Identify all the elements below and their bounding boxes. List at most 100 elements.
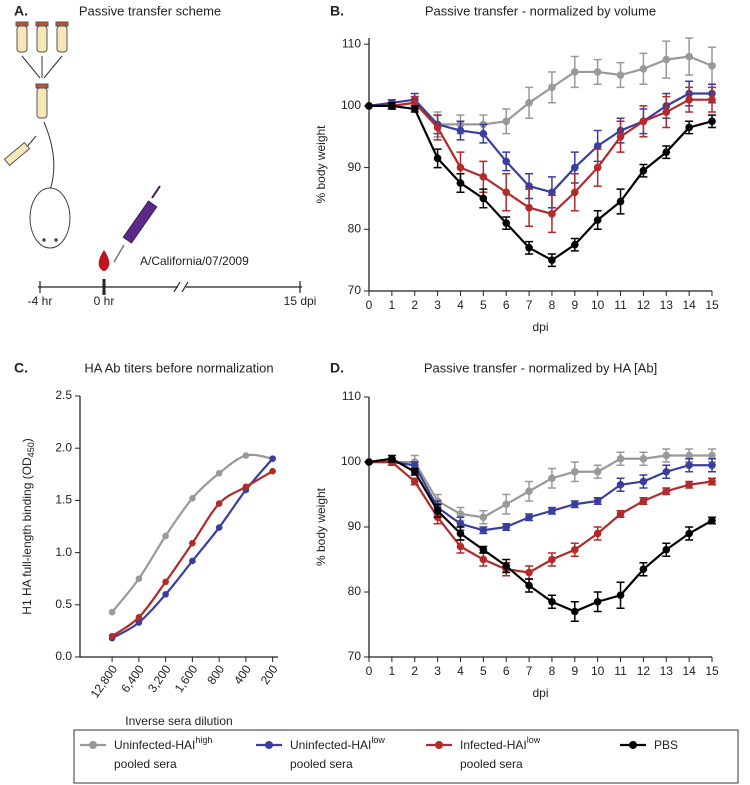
- x-tick-label: 13: [660, 664, 674, 678]
- data-point: [502, 117, 511, 126]
- y-tick-label: 100: [341, 454, 361, 468]
- x-tick-label: 800: [204, 662, 227, 687]
- data-point: [525, 203, 533, 212]
- x-tick-label: 3: [434, 664, 441, 678]
- x-tick-label: 2: [411, 664, 418, 678]
- legend-sup: low: [371, 735, 385, 745]
- x-tick-label: 4: [457, 298, 464, 312]
- data-point: [215, 500, 223, 507]
- x-tick-label: 10: [591, 664, 605, 678]
- data-point: [616, 510, 625, 518]
- series-line: [369, 98, 712, 216]
- data-point: [456, 179, 465, 187]
- y-tick-label: 0.5: [55, 597, 72, 611]
- data-point: [189, 495, 196, 502]
- y-tick-label: 70: [348, 283, 362, 297]
- legend-label: Uninfected-HAIlow: [290, 735, 385, 752]
- data-point: [548, 83, 556, 92]
- legend-label-line2: pooled sera: [460, 757, 523, 771]
- data-point: [548, 555, 556, 564]
- x-tick-label: 5: [480, 664, 487, 678]
- data-point: [108, 608, 116, 616]
- data-point: [433, 123, 442, 132]
- x-tick-label: 11: [614, 664, 627, 678]
- x-tick-label: 11: [614, 298, 627, 312]
- data-point: [215, 524, 223, 531]
- series-line: [369, 104, 713, 262]
- x-axis-label: Inverse sera dilution: [125, 714, 232, 728]
- y-tick-label: 80: [348, 221, 362, 235]
- data-point: [242, 452, 250, 459]
- data-point: [571, 545, 579, 554]
- chart-title: HA Ab titers before normalization: [84, 360, 273, 375]
- panel-label: B.: [330, 3, 344, 19]
- data-point: [548, 256, 556, 264]
- data-point: [571, 467, 579, 476]
- data-point: [433, 154, 442, 163]
- x-tick-label: 2: [411, 298, 418, 312]
- data-point: [571, 607, 579, 616]
- data-point: [479, 129, 488, 138]
- y-tick-label: 90: [348, 160, 362, 174]
- data-point: [135, 619, 143, 626]
- x-tick-label: 6: [503, 664, 510, 678]
- data-point: [662, 148, 671, 156]
- x-tick-label: 6,400: [118, 662, 147, 695]
- x-axis-label: dpi: [532, 686, 548, 700]
- y-axis-label-part: % body weight: [314, 487, 328, 566]
- data-point: [479, 545, 488, 554]
- x-tick-label: 12: [637, 298, 651, 312]
- data-point: [269, 455, 276, 462]
- data-point: [662, 487, 671, 496]
- legend-label-line2: pooled sera: [290, 757, 353, 771]
- y-tick-label: 1.0: [55, 545, 72, 559]
- data-point: [456, 163, 465, 172]
- legend-sup: high: [195, 735, 212, 745]
- tubes: [15, 21, 69, 119]
- data-point: [708, 477, 716, 486]
- data-point: [410, 477, 419, 486]
- y-tick-label: 70: [348, 649, 362, 663]
- chart: C. HA Ab titers before normalization 0.0 0.…: [14, 360, 281, 728]
- data-point: [639, 497, 648, 505]
- panel-label: C.: [14, 360, 28, 376]
- virus-label: A/California/07/2009: [140, 254, 249, 268]
- data-point: [548, 506, 556, 515]
- data-point: [548, 188, 556, 197]
- data-point: [479, 194, 488, 203]
- x-tick-label: 0: [366, 664, 373, 678]
- data-point: [433, 506, 442, 515]
- data-point: [456, 519, 465, 528]
- x-tick-label: 13: [660, 298, 674, 312]
- data-point: [108, 632, 116, 640]
- data-point: [662, 55, 671, 64]
- data-point: [662, 545, 671, 554]
- x-tick-label: 10: [591, 298, 605, 312]
- data-point: [525, 182, 533, 190]
- data-point: [708, 516, 716, 525]
- panel-label: D.: [330, 360, 344, 376]
- data-point: [571, 68, 579, 76]
- x-tick-label: 8: [549, 664, 556, 678]
- x-tick-label: 400: [231, 662, 254, 687]
- x-tick-label: 8: [549, 298, 556, 312]
- data-point: [365, 458, 373, 466]
- scheme: A. Passive transfer scheme A/California/…: [3, 3, 316, 308]
- y-tick-label: 100: [341, 98, 361, 112]
- data-point: [548, 597, 556, 606]
- data-point: [616, 454, 625, 463]
- data-point: [639, 565, 648, 574]
- data-point: [639, 477, 648, 486]
- y-tick-label: 0.0: [55, 649, 72, 663]
- data-point: [616, 132, 625, 141]
- data-point: [685, 123, 693, 132]
- x-tick-label: 6: [503, 298, 510, 312]
- data-point: [593, 142, 602, 150]
- legend-name: Uninfected-HAI: [290, 738, 371, 752]
- data-point: [593, 68, 602, 76]
- data-point: [410, 105, 419, 113]
- data-point: [162, 591, 169, 598]
- data-point: [162, 532, 169, 540]
- data-point: [388, 454, 396, 463]
- data-point: [593, 163, 602, 172]
